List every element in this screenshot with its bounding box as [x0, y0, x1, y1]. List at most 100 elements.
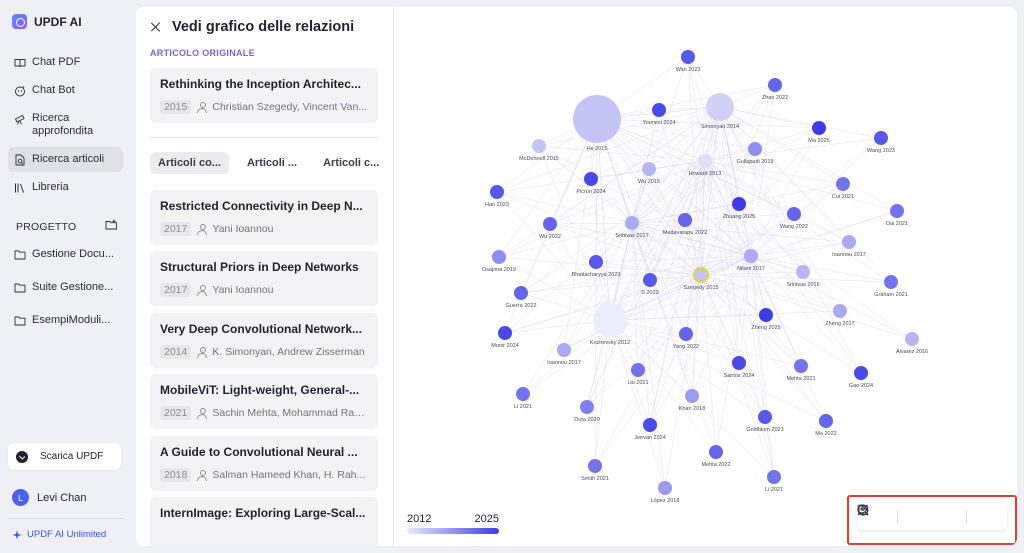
graph-node[interactable]: Medavarapu 2022	[663, 213, 707, 236]
graph-node[interactable]: López 2018	[651, 481, 680, 504]
user-profile[interactable]: L Levi Chan	[12, 489, 87, 506]
graph-node[interactable]: Gullapudi 2019	[736, 142, 774, 165]
graph-node-circle[interactable]	[588, 459, 602, 473]
graph-node[interactable]: He 2015	[573, 95, 621, 152]
add-folder-icon[interactable]	[105, 219, 118, 231]
zoom-in-button[interactable]	[857, 504, 925, 524]
tab-articles-3[interactable]: Articoli c...	[323, 157, 380, 169]
graph-node-circle[interactable]	[642, 162, 656, 176]
graph-node-circle[interactable]	[787, 207, 801, 221]
graph-node-circle[interactable]	[884, 275, 898, 289]
help-button[interactable]	[857, 504, 994, 524]
graph-node-circle[interactable]	[593, 303, 627, 337]
graph-node-circle[interactable]	[874, 131, 888, 145]
upgrade-link[interactable]: UPDF AI Unlimited	[12, 529, 106, 540]
graph-node-circle[interactable]	[854, 366, 868, 380]
graph-node[interactable]: Ma 2025	[808, 121, 830, 144]
graph-node[interactable]: Alvarez 2016	[896, 332, 928, 355]
graph-node[interactable]: Szegedy 2015	[683, 267, 719, 291]
graph-node-circle[interactable]	[625, 216, 639, 230]
graph-node[interactable]: Zheng 2025	[751, 308, 781, 331]
graph-node[interactable]: Duta 2020	[574, 400, 600, 423]
graph-node[interactable]: Smith 2021	[581, 459, 609, 482]
graph-node-circle[interactable]	[580, 400, 594, 414]
graph-node[interactable]: Wang 2022	[780, 207, 808, 230]
graph-node[interactable]: Gao 2024	[849, 366, 873, 389]
graph-node[interactable]: Wan 2023	[676, 50, 701, 73]
paper-card[interactable]: MobileViT: Light-weight, General-... 202…	[150, 374, 378, 429]
graph-node[interactable]: Yang 2022	[673, 327, 699, 350]
graph-node-circle[interactable]	[836, 177, 850, 191]
graph-node-circle[interactable]	[706, 93, 734, 121]
zoom-out-button[interactable]	[857, 504, 953, 524]
graph-node[interactable]: Goldblum 2023	[746, 410, 784, 433]
graph-node[interactable]: Wu 2016	[638, 162, 660, 185]
graph-node[interactable]: Munir 2024	[491, 326, 519, 349]
graph-node[interactable]: Han 2023	[485, 185, 509, 208]
graph-node[interactable]: Wang 2023	[867, 131, 895, 154]
graph-node-circle[interactable]	[514, 286, 528, 300]
graph-node-circle[interactable]	[758, 410, 772, 424]
graph-node-circle[interactable]	[905, 332, 919, 346]
graph-node[interactable]: Li 2021	[765, 470, 783, 493]
graph-node-circle[interactable]	[819, 414, 833, 428]
graph-node-circle[interactable]	[573, 95, 621, 143]
graph-node[interactable]: Ioannou 2017	[547, 343, 581, 366]
graph-node-circle[interactable]	[643, 273, 657, 287]
graph-node-circle[interactable]	[759, 308, 773, 322]
graph-node[interactable]: Picron 2024	[576, 172, 606, 195]
sidebar-item-deep-research[interactable]: Ricerca approfondita	[8, 106, 123, 144]
brand[interactable]: UPDF AI	[12, 14, 82, 29]
graph-node-circle[interactable]	[709, 445, 723, 459]
graph-node-circle[interactable]	[679, 327, 693, 341]
graph-node-circle[interactable]	[631, 363, 645, 377]
graph-node-circle[interactable]	[833, 304, 847, 318]
graph-node[interactable]: Srinivas 2017	[615, 216, 649, 239]
graph-node-circle[interactable]	[658, 481, 672, 495]
graph-node-circle[interactable]	[890, 204, 904, 218]
graph-node[interactable]: Guerra 2022	[506, 286, 537, 309]
sidebar-item-chat-bot[interactable]: Chat Bot	[8, 78, 123, 103]
graph-node-circle[interactable]	[693, 267, 709, 283]
graph-node[interactable]: Srinivas 2016	[786, 265, 820, 288]
graph-node[interactable]: Zheng 2017	[825, 304, 855, 327]
graph-node[interactable]: Nitanl 2017	[737, 249, 765, 272]
graph-node[interactable]: Krizhevsky 2012	[590, 303, 630, 346]
graph-node[interactable]: Mehta 2022	[701, 445, 731, 468]
graph-node-circle[interactable]	[842, 235, 856, 249]
graph-node[interactable]: Santos 2024	[724, 356, 755, 379]
paper-card[interactable]: Very Deep Convolutional Network... 2014 …	[150, 313, 378, 368]
graph-node[interactable]: Khan 2018	[679, 389, 706, 412]
graph-node[interactable]: Howard 2013	[689, 154, 722, 177]
graph-node-circle[interactable]	[643, 418, 657, 432]
graph-node[interactable]: Zhuang 2025	[723, 197, 755, 220]
paper-card[interactable]: Structural Priors in Deep Networks 2017 …	[150, 251, 378, 306]
graph-node-circle[interactable]	[492, 250, 506, 264]
graph-node-circle[interactable]	[812, 121, 826, 135]
graph-node[interactable]: Jeevan 2024	[634, 418, 666, 441]
fit-view-button[interactable]	[857, 504, 884, 524]
sidebar-item-library[interactable]: Libreria	[8, 175, 123, 200]
close-icon[interactable]	[150, 21, 162, 33]
graph-node-circle[interactable]	[796, 265, 810, 279]
sidebar-item-chat-pdf[interactable]: Chat PDF	[8, 50, 123, 75]
graph-node[interactable]: Graham 2021	[874, 275, 908, 298]
project-item[interactable]: EsempiModuli...	[8, 308, 126, 332]
original-article-card[interactable]: Rethinking the Inception Architec... 201…	[150, 68, 378, 123]
graph-canvas[interactable]: Wan 2023 Zhao 2022 Younesi 2024 Simonyan 20…	[394, 7, 1017, 546]
graph-node-circle[interactable]	[685, 389, 699, 403]
graph-node[interactable]: S 2023	[641, 273, 659, 296]
project-item[interactable]: Suite Gestione...	[8, 275, 126, 299]
graph-node[interactable]: Osajima 2019	[482, 250, 516, 273]
graph-node-circle[interactable]	[767, 470, 781, 484]
paper-card[interactable]: A Guide to Convolutional Neural ... 2018…	[150, 436, 378, 491]
graph-node[interactable]: Ioannou 2017	[832, 235, 866, 258]
project-item[interactable]: Gestione Docu...	[8, 242, 126, 266]
graph-node-circle[interactable]	[768, 78, 782, 92]
graph-node[interactable]: Li 2021	[514, 387, 532, 410]
download-updf-button[interactable]: Scarica UPDF	[8, 443, 121, 470]
graph-node[interactable]: Liu 2021	[627, 363, 649, 386]
graph-node-circle[interactable]	[490, 185, 504, 199]
graph-node[interactable]: Dai 2021	[886, 204, 908, 227]
graph-node-circle[interactable]	[744, 249, 758, 263]
